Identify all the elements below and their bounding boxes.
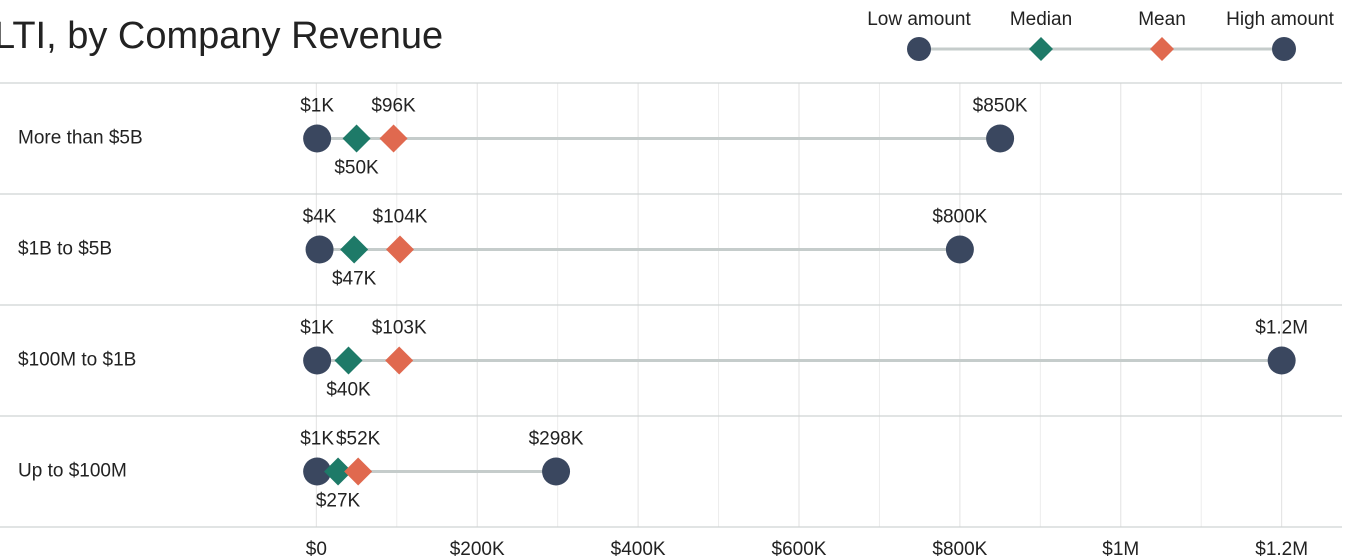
data-label: $96K [371,96,416,117]
legend-label: Mean [1138,9,1186,30]
dot-marker [379,124,408,153]
legend-marker [1150,37,1174,61]
legend-marker [1029,37,1053,61]
x-tick-label: $800K [932,539,987,560]
dot-marker [1267,346,1296,375]
dot-marker [945,235,974,264]
dot-marker [986,124,1015,153]
data-label: $850K [973,96,1028,117]
dot-marker [324,457,353,486]
x-tick-label: $1M [1102,539,1139,560]
category-label: $100M to $1B [18,350,136,371]
data-label: $1K [300,318,334,339]
x-tick-label: $400K [611,539,666,560]
x-tick-label: $200K [450,539,505,560]
x-tick-label: $600K [772,539,827,560]
data-label: $4K [303,207,337,228]
dot-marker [344,457,373,486]
data-label: $103K [372,318,427,339]
data-label: $104K [373,207,428,228]
dot-marker [303,457,332,486]
category-label: More than $5B [18,128,143,149]
data-label: $50K [334,158,379,179]
data-label: $800K [932,207,987,228]
data-label: $27K [316,491,361,512]
dot-marker [385,346,414,375]
legend-label: High amount [1226,9,1334,30]
data-label: $40K [326,380,371,401]
legend-label: Low amount [867,9,971,30]
category-label: $1B to $5B [18,239,112,260]
x-tick-label: $0 [306,539,327,560]
data-label: $1K [300,96,334,117]
data-label: $47K [332,269,377,290]
dot-marker [385,235,414,264]
legend-marker [1272,37,1296,61]
dot-marker [542,457,571,486]
dot-marker [305,235,334,264]
dot-marker [303,346,332,375]
chart-title: LTI, by Company Revenue [0,15,443,57]
category-label: Up to $100M [18,461,127,482]
dot-marker [334,346,363,375]
data-label: $52K [336,429,381,450]
dot-marker [340,235,369,264]
legend-label: Median [1010,9,1072,30]
dot-marker [303,124,332,153]
x-tick-label: $1.2M [1255,539,1308,560]
data-label: $1.2M [1255,318,1308,339]
dot-marker [342,124,371,153]
data-label: $1K [300,429,334,450]
legend-marker [907,37,931,61]
data-label: $298K [529,429,584,450]
